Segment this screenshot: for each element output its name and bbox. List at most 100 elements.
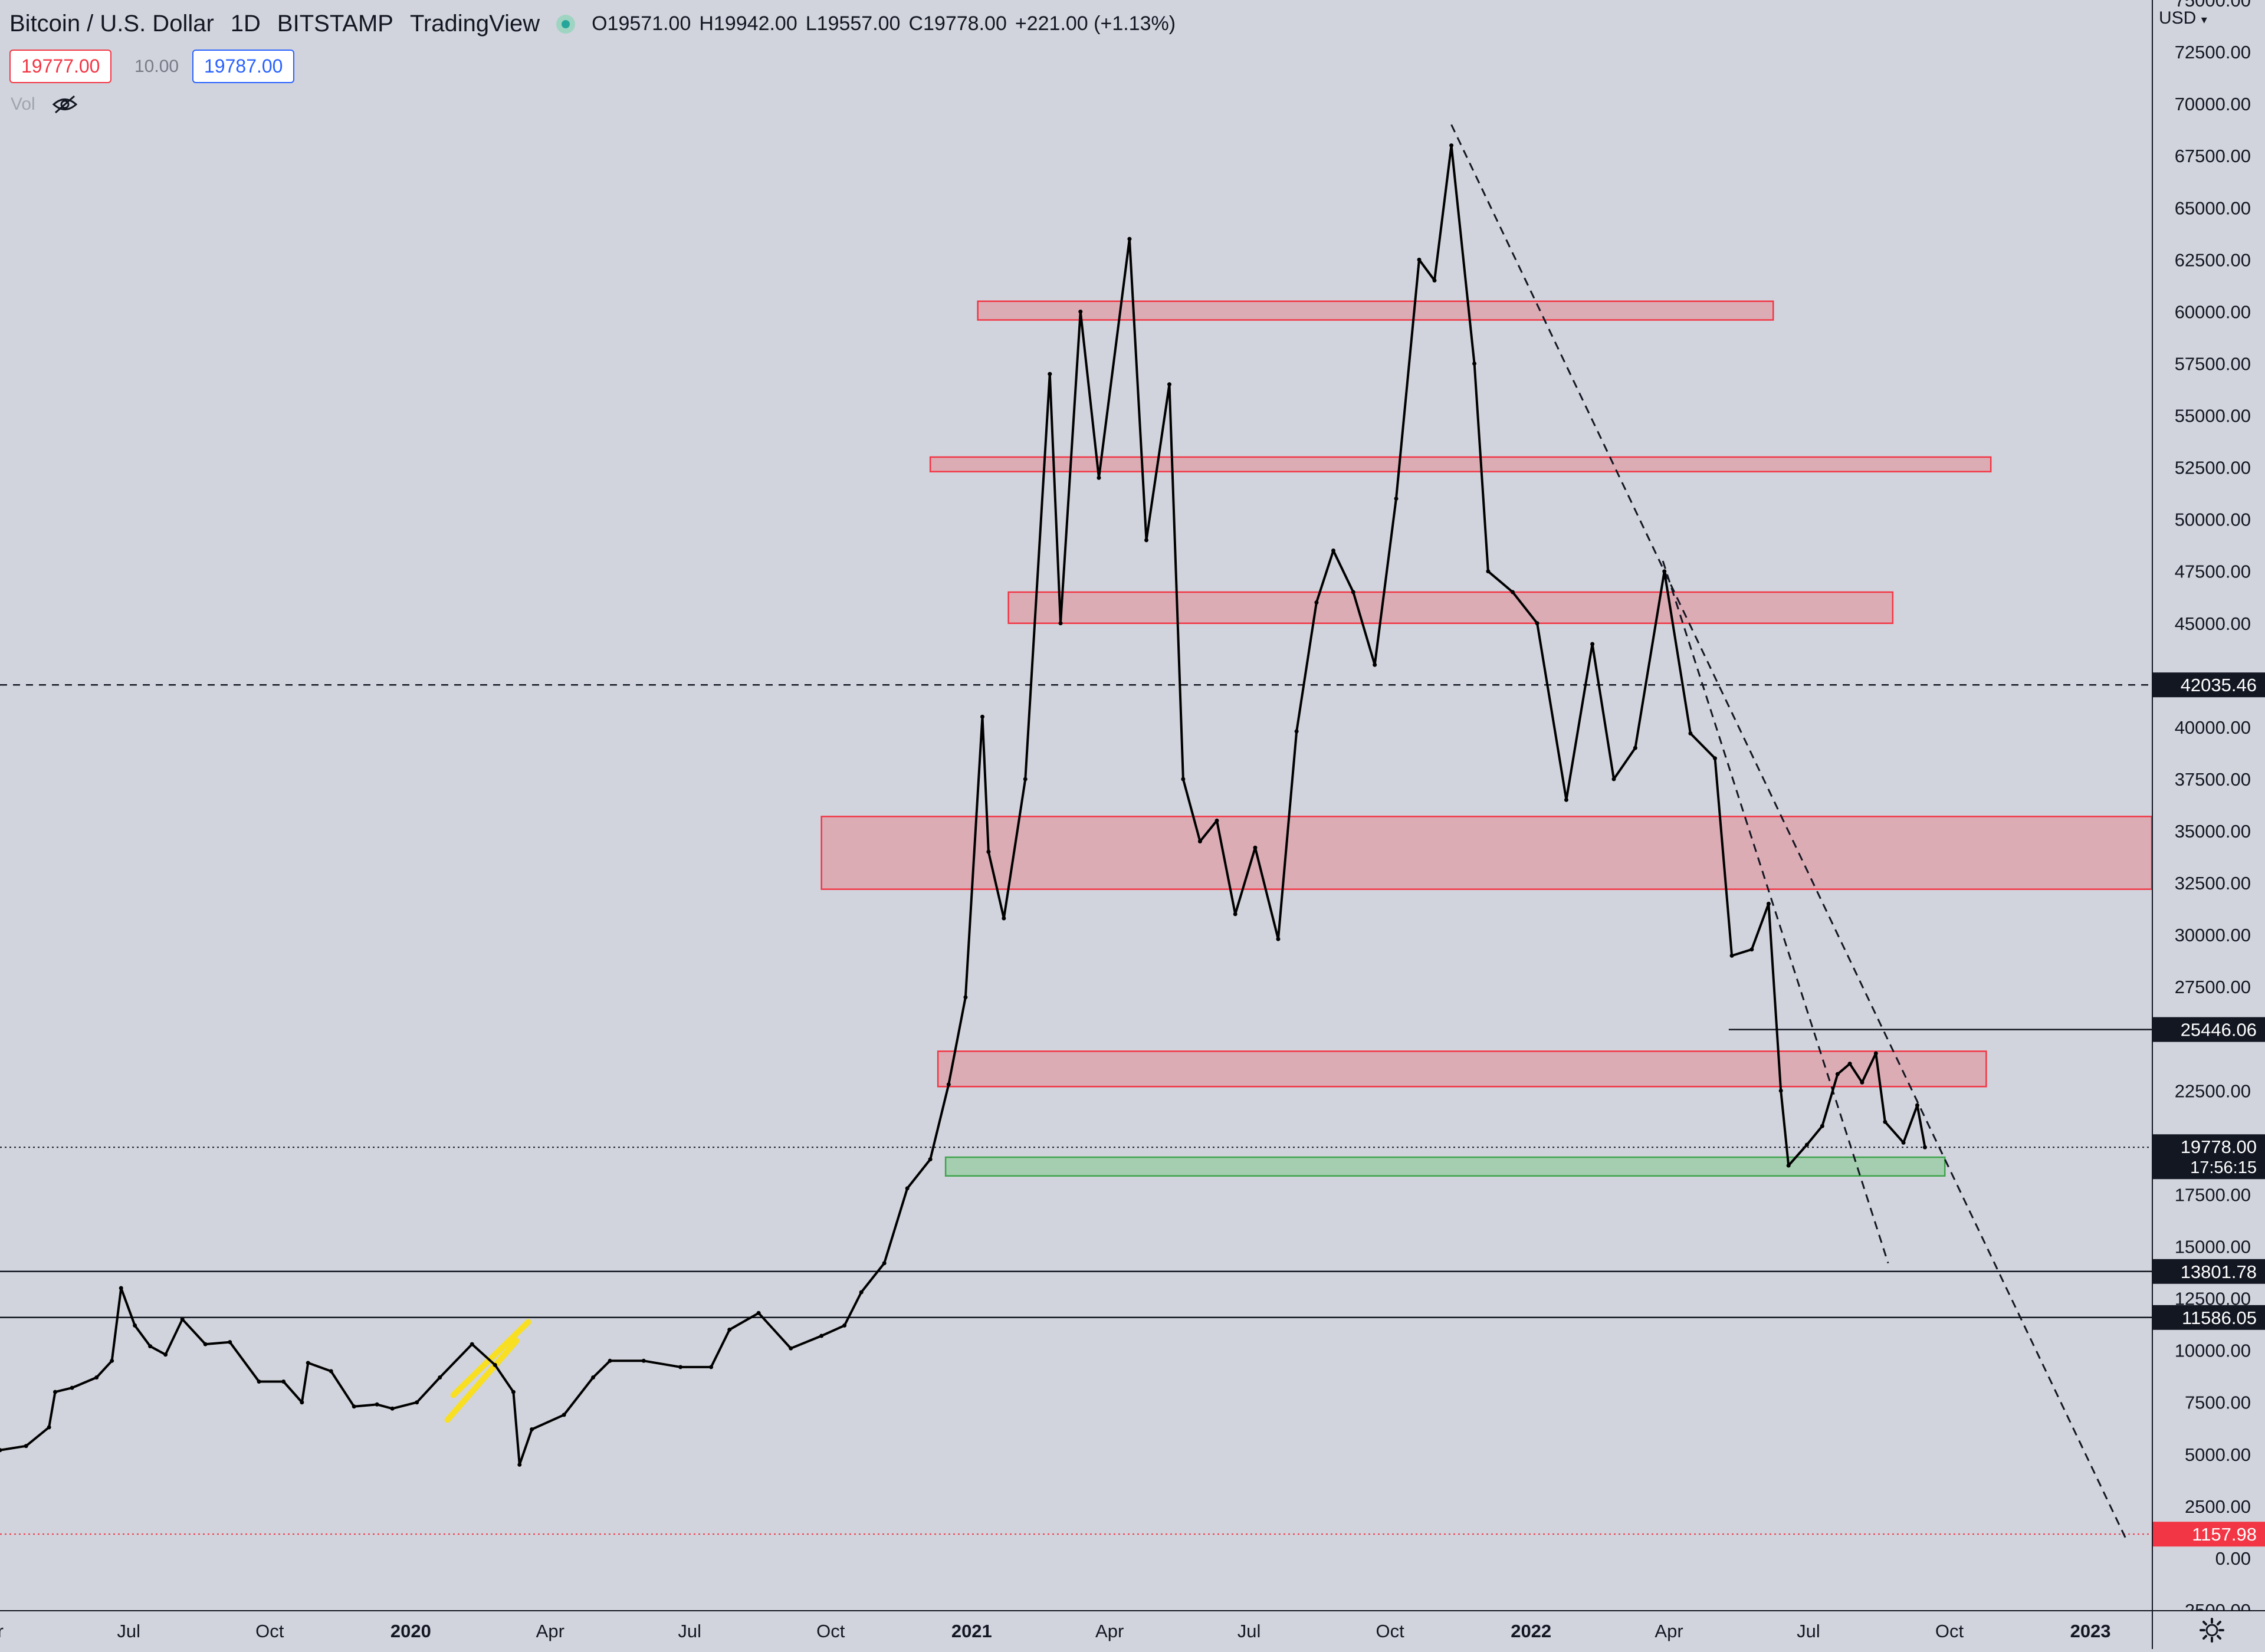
price-point <box>1294 729 1299 734</box>
volume-indicator[interactable]: Vol <box>11 94 78 114</box>
price-point <box>1535 621 1539 626</box>
resistance-zone-1 <box>929 456 1992 472</box>
y-tick-label-partial: -2500.00 <box>2179 1600 2251 1610</box>
buy-price-button[interactable]: 19787.00 <box>192 50 295 83</box>
change-value: +221.00 (+1.13%) <box>1015 12 1176 35</box>
resistance-zone-2 <box>1007 591 1894 625</box>
x-tick-label: Apr <box>0 1621 4 1641</box>
price-tag-bg-0 <box>2153 672 2265 698</box>
price-point <box>1511 590 1515 595</box>
y-tick-label: 60000.00 <box>2175 301 2251 322</box>
y-tick-label-partial: 75000.00 <box>2175 0 2251 11</box>
price-point <box>511 1390 516 1394</box>
y-tick-label: 70000.00 <box>2175 94 2251 114</box>
price-point <box>1847 1062 1852 1066</box>
price-point <box>1417 257 1422 262</box>
price-point <box>329 1369 333 1374</box>
price-point <box>530 1427 534 1432</box>
time-axis-scale[interactable]: Apr Jul Oct 2020 Apr Jul Oct 2021 Apr Jul Oct 2022 A… <box>0 1611 2152 1649</box>
volume-label: Vol <box>11 94 35 114</box>
price-point <box>1214 818 1219 823</box>
ohlc-values: O19571.00 H19942.00 L19557.00 C19778.00 … <box>592 12 1176 35</box>
price-tag-label-5: 1157.98 <box>2192 1524 2257 1545</box>
price-tag-bg-1 <box>2153 1017 2265 1042</box>
chart-settings-corner <box>2152 1610 2265 1649</box>
price-point <box>415 1400 419 1405</box>
price-point <box>1688 731 1693 735</box>
price-axis-scale[interactable]: 0.002500.005000.007500.0010000.0012500.0… <box>2153 0 2265 1621</box>
chevron-down-icon: ▾ <box>2201 14 2207 27</box>
y-tick-label: 17500.00 <box>2175 1184 2251 1205</box>
price-point <box>1778 1088 1783 1093</box>
price-point <box>1564 797 1568 802</box>
low-value: L19557.00 <box>805 12 901 35</box>
symbol-name[interactable]: Bitcoin / U.S. Dollar <box>9 11 214 37</box>
y-tick-label: 32500.00 <box>2175 873 2251 894</box>
price-point <box>1712 756 1717 761</box>
live-status-icon <box>556 14 576 34</box>
y-tick-label: 27500.00 <box>2175 977 2251 997</box>
price-tag-label-1: 25446.06 <box>2181 1020 2257 1040</box>
price-point <box>1804 1142 1809 1147</box>
price-point <box>1611 777 1616 781</box>
price-point <box>1766 901 1771 906</box>
price-point <box>1127 237 1132 241</box>
price-point <box>562 1413 566 1417</box>
y-tick-label: 45000.00 <box>2175 613 2251 634</box>
y-tick-label: 10000.00 <box>2175 1341 2251 1361</box>
price-point <box>281 1380 286 1384</box>
eye-off-icon[interactable] <box>52 94 78 114</box>
open-value: O19571.00 <box>592 12 691 35</box>
price-point <box>756 1311 761 1315</box>
price-point <box>1394 496 1399 501</box>
y-tick-label: 72500.00 <box>2175 42 2251 63</box>
price-point <box>257 1380 261 1384</box>
y-tick-label: 7500.00 <box>2185 1392 2251 1413</box>
price-point <box>1883 1119 1888 1124</box>
price-axis[interactable]: 0.00 2500.00 5000.00 7500.00 10000.00 12500.0… <box>2152 0 2265 1621</box>
price-point <box>1331 548 1336 553</box>
y-tick-label: 15000.00 <box>2175 1237 2251 1257</box>
price-point <box>591 1375 596 1380</box>
x-tick-label: 2020 <box>390 1621 431 1641</box>
price-point <box>133 1323 137 1328</box>
exchange-label: BITSTAMP <box>277 11 393 37</box>
price-point <box>1820 1124 1824 1128</box>
chart-plot-area[interactable]: Bitcoin / U.S. Dollar 1D BITSTAMP Tradin… <box>0 0 2152 1610</box>
price-point <box>819 1334 824 1338</box>
price-point <box>47 1425 51 1430</box>
price-series-line <box>0 144 1926 1466</box>
x-tick-label: Oct <box>1376 1621 1405 1641</box>
x-tick-label: Oct <box>816 1621 845 1641</box>
spread-value: 10.00 <box>134 57 179 76</box>
price-point <box>163 1352 168 1357</box>
price-point <box>1860 1080 1864 1085</box>
resistance-zone-4 <box>937 1050 1987 1088</box>
y-tick-label: 35000.00 <box>2175 821 2251 842</box>
currency-selector[interactable]: USD ▾ <box>2159 8 2207 28</box>
y-tick-label: 5000.00 <box>2185 1444 2251 1465</box>
price-tag-bg-3 <box>2153 1259 2265 1284</box>
price-point <box>0 1448 2 1453</box>
price-point <box>946 1082 951 1087</box>
interval-label[interactable]: 1D <box>230 11 261 37</box>
price-point <box>1253 845 1258 850</box>
price-point <box>1197 839 1202 844</box>
price-tag-bg-4 <box>2153 1305 2265 1330</box>
price-point <box>1472 361 1477 366</box>
price-chart[interactable] <box>0 0 2152 1610</box>
price-point <box>1901 1140 1906 1145</box>
price-point <box>709 1365 714 1369</box>
price-point <box>1097 475 1101 480</box>
price-point <box>1432 278 1437 283</box>
y-tick-label: 67500.00 <box>2175 146 2251 166</box>
y-tick-label: 22500.00 <box>2175 1080 2251 1101</box>
price-point <box>94 1375 99 1380</box>
sell-price-button[interactable]: 19777.00 <box>9 50 112 83</box>
price-tag-label-0: 42035.46 <box>2181 675 2257 695</box>
x-tick-label: 2023 <box>2070 1621 2111 1641</box>
time-axis[interactable]: Apr Jul Oct 2020 Apr Jul Oct 2021 Apr Jul Oct 2022 A… <box>0 1610 2152 1650</box>
gear-icon[interactable] <box>2199 1617 2225 1643</box>
price-point <box>1373 662 1377 667</box>
x-tick-label: Apr <box>536 1621 564 1641</box>
